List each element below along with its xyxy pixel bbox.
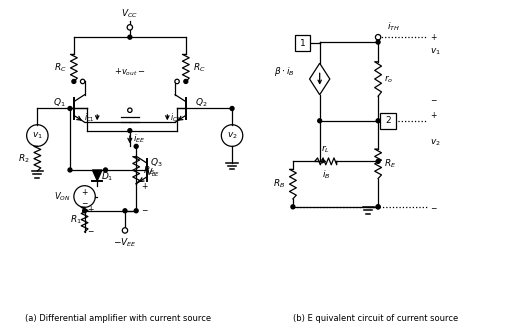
- Circle shape: [122, 228, 128, 233]
- Circle shape: [175, 79, 179, 84]
- Circle shape: [68, 168, 72, 172]
- Circle shape: [128, 129, 132, 133]
- Circle shape: [104, 168, 108, 172]
- Circle shape: [376, 119, 380, 123]
- Circle shape: [376, 40, 380, 44]
- Text: $r_o$: $r_o$: [384, 73, 393, 85]
- Circle shape: [68, 107, 72, 111]
- Text: $Q_3$: $Q_3$: [150, 156, 163, 169]
- Circle shape: [184, 79, 188, 83]
- Text: $v_1$: $v_1$: [32, 130, 43, 141]
- Text: $\beta \cdot i_B$: $\beta \cdot i_B$: [274, 65, 294, 78]
- Text: $-$: $-$: [81, 197, 88, 206]
- Circle shape: [376, 205, 380, 209]
- Text: $i_{TH}$: $i_{TH}$: [387, 21, 400, 33]
- Text: $-$: $-$: [87, 225, 95, 234]
- Circle shape: [80, 79, 85, 84]
- Text: $R_2$: $R_2$: [18, 152, 30, 165]
- Text: $R_E$: $R_E$: [143, 164, 155, 177]
- Text: $+v_{out}-$: $+v_{out}-$: [114, 67, 145, 78]
- Text: $R_B$: $R_B$: [273, 178, 285, 190]
- Text: $i_{EE}$: $i_{EE}$: [133, 132, 146, 145]
- Circle shape: [123, 209, 127, 213]
- Text: $Q_2$: $Q_2$: [194, 96, 207, 109]
- Text: $i_{C1}$: $i_{C1}$: [84, 111, 95, 124]
- Bar: [295, 35, 311, 51]
- Circle shape: [318, 119, 322, 123]
- Circle shape: [128, 108, 132, 113]
- Text: $V_{ON}$: $V_{ON}$: [55, 190, 71, 203]
- Text: 2: 2: [385, 116, 391, 125]
- Text: $+$: $+$: [430, 110, 437, 120]
- Text: $r_L$: $r_L$: [321, 144, 330, 155]
- Circle shape: [376, 205, 380, 209]
- Text: $+$: $+$: [81, 187, 88, 197]
- Text: $v_2$: $v_2$: [227, 130, 237, 141]
- Text: $-$: $-$: [430, 94, 437, 103]
- Text: $R_C$: $R_C$: [54, 61, 67, 74]
- Circle shape: [291, 205, 295, 209]
- Text: $i_B$: $i_B$: [322, 168, 330, 181]
- Circle shape: [83, 209, 86, 213]
- Circle shape: [127, 25, 132, 30]
- Circle shape: [375, 35, 381, 40]
- Polygon shape: [92, 170, 102, 181]
- Circle shape: [134, 144, 138, 148]
- Text: $V_{CC}$: $V_{CC}$: [121, 7, 138, 20]
- Circle shape: [376, 159, 380, 163]
- Text: $R_E$: $R_E$: [384, 157, 396, 170]
- Text: $Q_1$: $Q_1$: [53, 96, 65, 109]
- Text: $R_1$: $R_1$: [70, 213, 82, 226]
- Text: (a) Differential amplifier with current source: (a) Differential amplifier with current …: [25, 314, 211, 323]
- Circle shape: [128, 35, 132, 39]
- Text: $v_1$: $v_1$: [430, 47, 440, 57]
- Text: $+$: $+$: [430, 32, 437, 42]
- Text: $+$: $+$: [141, 181, 148, 191]
- Text: $-$: $-$: [430, 202, 437, 211]
- Text: $-$: $-$: [141, 204, 148, 213]
- Text: $+$: $+$: [87, 204, 95, 214]
- Bar: [380, 113, 395, 129]
- Text: $V_{BE}$: $V_{BE}$: [146, 166, 160, 179]
- Circle shape: [134, 209, 138, 213]
- Circle shape: [230, 107, 234, 111]
- Text: (b) E quivalent circuit of current source: (b) E quivalent circuit of current sourc…: [293, 314, 459, 323]
- Text: $D_1$: $D_1$: [101, 171, 114, 183]
- Text: $-V_{EE}$: $-V_{EE}$: [113, 236, 137, 249]
- Text: $R_C$: $R_C$: [193, 61, 206, 74]
- Text: $v_2$: $v_2$: [430, 138, 440, 148]
- Text: $i_{C2}$: $i_{C2}$: [170, 111, 180, 124]
- Circle shape: [72, 79, 76, 83]
- Text: 1: 1: [300, 39, 306, 48]
